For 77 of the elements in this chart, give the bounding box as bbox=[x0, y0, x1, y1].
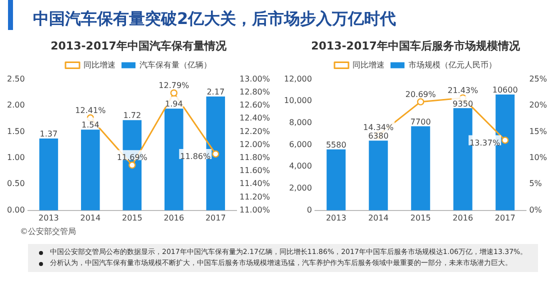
y-tick-label: 2,000 bbox=[289, 184, 312, 193]
data-label: 9350 bbox=[452, 99, 474, 108]
data-label: 12.79% bbox=[158, 81, 190, 90]
y2-tick-label: 25% bbox=[529, 74, 548, 84]
y2-tick-label: 11.60% bbox=[239, 166, 270, 176]
y-tick-label: 12,000 bbox=[284, 74, 312, 84]
y-tick-label: 4,000 bbox=[289, 162, 312, 171]
y-tick-label: 0.50 bbox=[7, 179, 25, 188]
text: ©公安部交管局 bbox=[19, 226, 77, 237]
data-label: 5580 bbox=[326, 140, 346, 150]
data-label: 1.54 bbox=[82, 120, 100, 130]
bar bbox=[326, 149, 346, 210]
bar bbox=[39, 138, 58, 210]
legend-label: 市场规模（亿元人民币） bbox=[408, 60, 496, 70]
data-label: 12.41% bbox=[75, 106, 106, 115]
x-tick-label: 2017 bbox=[494, 213, 516, 222]
y2-tick-label: 12.40% bbox=[239, 114, 270, 123]
x-tick-label: 2015 bbox=[410, 213, 431, 222]
x-tick-label: 2016 bbox=[164, 213, 184, 222]
x-tick-label: 2014 bbox=[80, 213, 101, 222]
chart-title: 2013-2017年中国汽车保有量情况 bbox=[50, 39, 228, 52]
data-label: 14.34% bbox=[363, 123, 394, 132]
y2-tick-label: 0% bbox=[529, 205, 542, 214]
y2-tick-label: 11.80% bbox=[239, 153, 270, 162]
data-label: 1.72 bbox=[123, 111, 142, 120]
data-label: 1.94 bbox=[164, 100, 183, 109]
data-label: 11.69% bbox=[116, 153, 148, 162]
x-tick-label: 2013 bbox=[326, 213, 346, 222]
chart-title: 2013-2017年中国车后服务市场规模情况 bbox=[311, 39, 521, 52]
data-label: 11.86% bbox=[180, 152, 212, 162]
y2-tick-label: 12.00% bbox=[239, 140, 270, 149]
legend-label: 同比增速 bbox=[352, 60, 384, 70]
y2-tick-label: 11.20% bbox=[239, 192, 270, 202]
y-tick-label: 6,000 bbox=[289, 140, 312, 149]
y2-tick-label: 11.40% bbox=[239, 179, 270, 188]
x-tick-label: 2013 bbox=[38, 213, 59, 222]
x-tick-label: 2016 bbox=[452, 213, 474, 222]
y-tick-label: 2.50 bbox=[7, 74, 25, 84]
data-label: 1.37 bbox=[40, 130, 58, 139]
bar bbox=[453, 108, 472, 210]
bar bbox=[368, 140, 388, 210]
text: 中国汽车保有量突破2亿大关，后市场步入万亿时代 bbox=[8, 0, 554, 30]
x-tick-label: 2017 bbox=[205, 213, 226, 222]
point bbox=[212, 150, 220, 158]
data-label: 21.43% bbox=[448, 86, 478, 96]
data-label: 10600 bbox=[492, 86, 518, 95]
y-tick-label: 1.00 bbox=[7, 153, 25, 162]
bar bbox=[411, 126, 430, 210]
y-tick-label: 0 bbox=[306, 205, 312, 214]
point bbox=[417, 98, 424, 106]
data-label: 2.17 bbox=[206, 88, 225, 97]
x-tick-label: 2015 bbox=[122, 213, 142, 222]
y2-tick-label: 15% bbox=[529, 126, 548, 136]
y-tick-label: 2.00 bbox=[7, 100, 25, 110]
data-label: 13.37% bbox=[470, 138, 500, 148]
data-label: 6380 bbox=[368, 132, 389, 141]
bar bbox=[81, 130, 100, 210]
y2-tick-label: 13.00% bbox=[239, 74, 270, 84]
point bbox=[128, 162, 136, 169]
y-tick-label: 0.00 bbox=[7, 205, 25, 214]
y2-tick-label: 20% bbox=[529, 100, 548, 110]
y-tick-label: 8,000 bbox=[289, 118, 312, 128]
y2-tick-label: 12.80% bbox=[239, 87, 270, 96]
point bbox=[170, 89, 178, 97]
legend-label: 汽车保有量（亿辆） bbox=[140, 60, 212, 70]
legend-label: 同比增速 bbox=[84, 60, 116, 70]
x-tick-label: 2014 bbox=[368, 213, 389, 222]
y-tick-label: 1.50 bbox=[7, 126, 25, 136]
y2-tick-label: 12.20% bbox=[239, 126, 270, 136]
y2-tick-label: 5% bbox=[529, 179, 542, 188]
y2-tick-label: 11.00% bbox=[239, 205, 270, 214]
y2-tick-label: 12.60% bbox=[239, 100, 270, 110]
y2-tick-label: 10% bbox=[529, 153, 548, 162]
y-tick-label: 10,000 bbox=[284, 96, 312, 106]
data-label: 7700 bbox=[410, 117, 431, 126]
data-label: 20.69% bbox=[405, 90, 436, 99]
point bbox=[501, 136, 509, 144]
